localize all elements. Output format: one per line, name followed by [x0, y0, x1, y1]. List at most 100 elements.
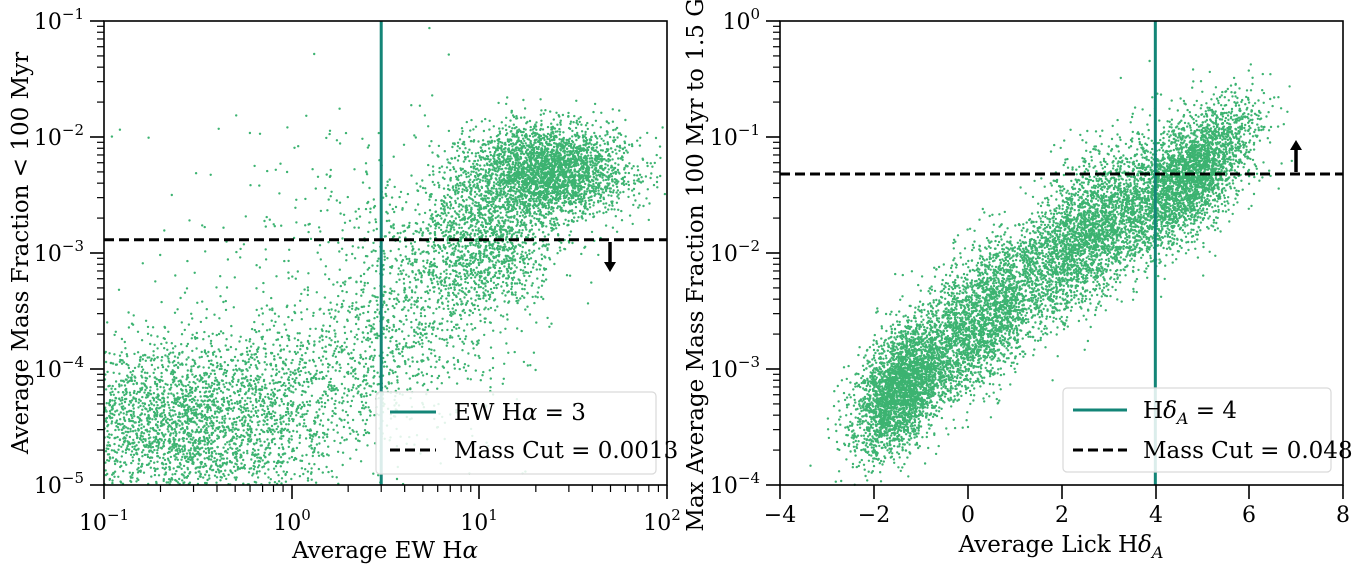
left-scatter-point: [523, 258, 525, 260]
left-scatter-point: [187, 343, 189, 345]
left-scatter-point: [201, 300, 203, 302]
left-scatter-point: [373, 382, 375, 384]
left-scatter-point: [413, 312, 415, 314]
left-scatter-point: [266, 363, 268, 365]
left-scatter-point: [141, 455, 143, 457]
left-scatter-point: [216, 476, 218, 478]
left-scatter-point: [418, 213, 420, 215]
left-scatter-point: [258, 438, 260, 440]
left-scatter-point: [438, 356, 440, 358]
left-scatter-point: [405, 342, 407, 344]
left-scatter-point: [443, 270, 445, 272]
left-scatter-point: [191, 337, 193, 339]
left-scatter-point: [339, 367, 341, 369]
left-scatter-point: [410, 326, 412, 328]
left-scatter-point: [363, 284, 365, 286]
left-scatter-point: [196, 302, 198, 304]
left-scatter-point: [178, 398, 180, 400]
left-scatter-point: [454, 200, 456, 202]
left-scatter-point: [271, 307, 273, 309]
left-scatter-point: [322, 394, 324, 396]
left-scatter-point: [438, 287, 440, 289]
left-scatter-point: [402, 269, 404, 271]
left-scatter-point: [257, 449, 259, 451]
left-scatter-point: [525, 228, 527, 230]
left-scatter-point: [261, 409, 263, 411]
left-scatter-point: [514, 291, 516, 293]
left-scatter-point: [216, 410, 218, 412]
left-scatter-point: [511, 252, 513, 254]
left-scatter-point: [373, 370, 375, 372]
left-scatter-point: [514, 264, 516, 266]
left-scatter-point: [463, 234, 465, 236]
left-scatter-point: [271, 389, 273, 391]
left-scatter-point: [193, 421, 195, 423]
left-scatter-point: [386, 387, 388, 389]
left-scatter-point: [186, 427, 188, 429]
left-scatter-point: [328, 381, 330, 383]
left-scatter-point: [205, 383, 207, 385]
left-scatter-point: [148, 441, 150, 443]
left-scatter-point: [336, 281, 338, 283]
left-scatter-point: [452, 243, 454, 245]
left-scatter-point: [370, 366, 372, 368]
left-scatter-point: [261, 338, 263, 340]
left-scatter-point: [528, 275, 530, 277]
left-scatter-point: [152, 397, 154, 399]
left-scatter-point: [274, 388, 276, 390]
left-scatter-point: [492, 330, 494, 332]
left-scatter-point: [252, 448, 254, 450]
left-scatter-point: [464, 292, 466, 294]
left-scatter-point: [435, 335, 437, 337]
left-scatter-point: [155, 445, 157, 447]
left-scatter-point: [266, 438, 268, 440]
left-scatter-point: [180, 403, 182, 405]
left-scatter-point: [182, 395, 184, 397]
left-scatter-point: [173, 402, 175, 404]
left-scatter-point: [481, 235, 483, 237]
left-scatter-point: [399, 232, 401, 234]
left-scatter-point: [467, 365, 469, 367]
left-scatter-point: [206, 406, 208, 408]
left-scatter-point: [516, 297, 518, 299]
left-scatter-point: [338, 351, 340, 353]
left-scatter-point: [292, 372, 294, 374]
left-scatter-point: [310, 380, 312, 382]
left-scatter-point: [439, 338, 441, 340]
left-scatter-point: [207, 351, 209, 353]
left-scatter-point: [363, 434, 365, 436]
left-scatter-point: [214, 377, 216, 379]
left-scatter-point: [415, 136, 417, 138]
left-scatter-point: [351, 389, 353, 391]
left-scatter-point: [115, 380, 117, 382]
left-scatter-point: [177, 357, 179, 359]
left-scatter-point: [458, 188, 460, 190]
left-scatter-point: [364, 429, 366, 431]
left-chart-panel: 10−1 100 101 102 10−5 10−4 10−3 10−2 10−…: [8, 5, 681, 564]
left-scatter-point: [217, 465, 219, 467]
left-scatter-point: [241, 419, 243, 421]
left-scatter-point: [191, 412, 193, 414]
left-scatter-point: [216, 392, 218, 394]
left-scatter-point: [262, 282, 264, 284]
left-scatter-point: [195, 439, 197, 441]
left-scatter-point: [488, 260, 490, 262]
left-scatter-point: [359, 384, 361, 386]
left-scatter-point: [236, 417, 238, 419]
left-scatter-point: [470, 166, 472, 168]
left-scatter-point: [403, 323, 405, 325]
left-scatter-point: [258, 400, 260, 402]
left-scatter-point: [337, 389, 339, 391]
left-scatter-point: [474, 244, 476, 246]
left-scatter-point: [297, 332, 299, 334]
left-scatter-point: [497, 254, 499, 256]
left-scatter-point: [176, 385, 178, 387]
left-scatter-point: [153, 462, 155, 464]
left-scatter-point: [159, 457, 161, 459]
left-scatter-point: [412, 360, 414, 362]
left-scatter-point: [247, 361, 249, 363]
left-scatter-point: [190, 433, 192, 435]
left-scatter-point: [208, 406, 210, 408]
left-scatter-point: [529, 313, 531, 315]
left-scatter-point: [300, 416, 302, 418]
